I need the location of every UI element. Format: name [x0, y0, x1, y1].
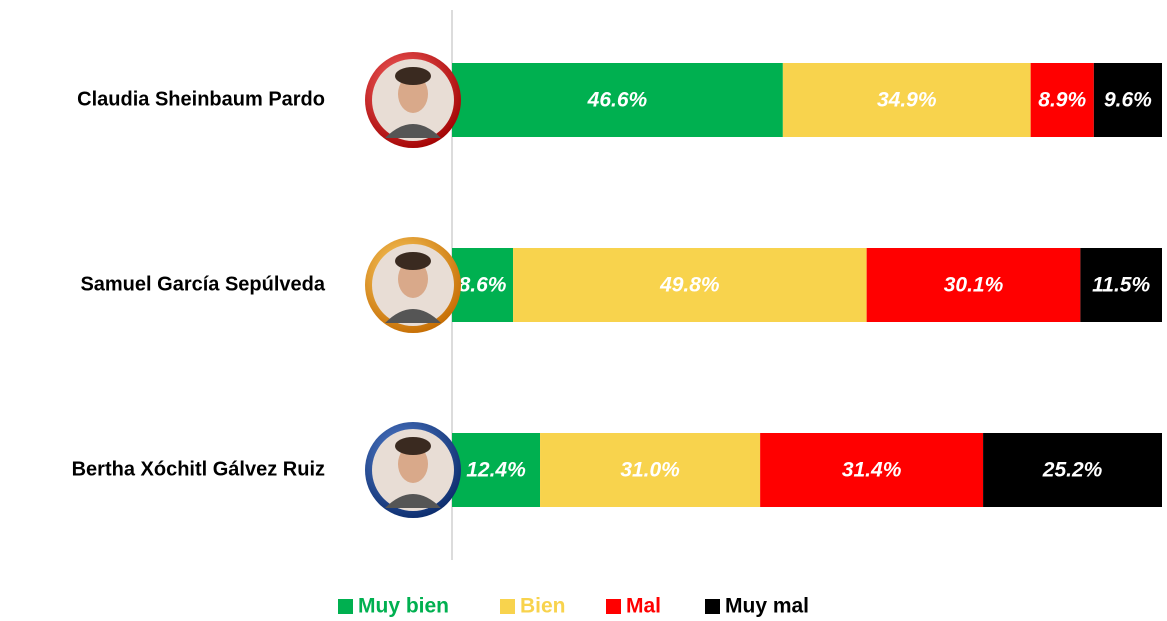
avatar-hair [395, 67, 431, 85]
avatar-hair [395, 437, 431, 455]
category-label: Samuel García Sepúlveda [80, 273, 325, 295]
value-label: 31.4% [842, 459, 902, 482]
value-label: 8.9% [1038, 89, 1086, 112]
legend-label: Muy mal [725, 595, 809, 618]
avatar-hair [395, 252, 431, 270]
chart: Claudia Sheinbaum Pardo 46.6% 34.9% 8.9% 9.6… [0, 0, 1167, 621]
value-label: 46.6% [587, 89, 648, 112]
legend-swatch [500, 599, 515, 614]
value-label: 49.8% [659, 274, 720, 297]
category-label: Bertha Xóchitl Gálvez Ruiz [72, 458, 325, 480]
legend-label: Muy bien [358, 595, 449, 618]
value-label: 30.1% [944, 274, 1004, 297]
value-label: 25.2% [1042, 459, 1103, 482]
legend-label: Mal [626, 595, 661, 618]
legend-swatch [338, 599, 353, 614]
legend-swatch [606, 599, 621, 614]
legend-label: Bien [520, 595, 566, 618]
value-label: 31.0% [620, 459, 680, 482]
value-label: 12.4% [466, 459, 526, 482]
legend-swatch [705, 599, 720, 614]
value-label: 9.6% [1104, 89, 1152, 112]
category-label: Claudia Sheinbaum Pardo [77, 88, 325, 110]
value-label: 8.6% [459, 274, 507, 297]
value-label: 34.9% [877, 89, 937, 112]
value-label: 11.5% [1092, 274, 1150, 297]
page: {"chart_data": {"type": "stacked-bar-hor… [0, 0, 1167, 621]
